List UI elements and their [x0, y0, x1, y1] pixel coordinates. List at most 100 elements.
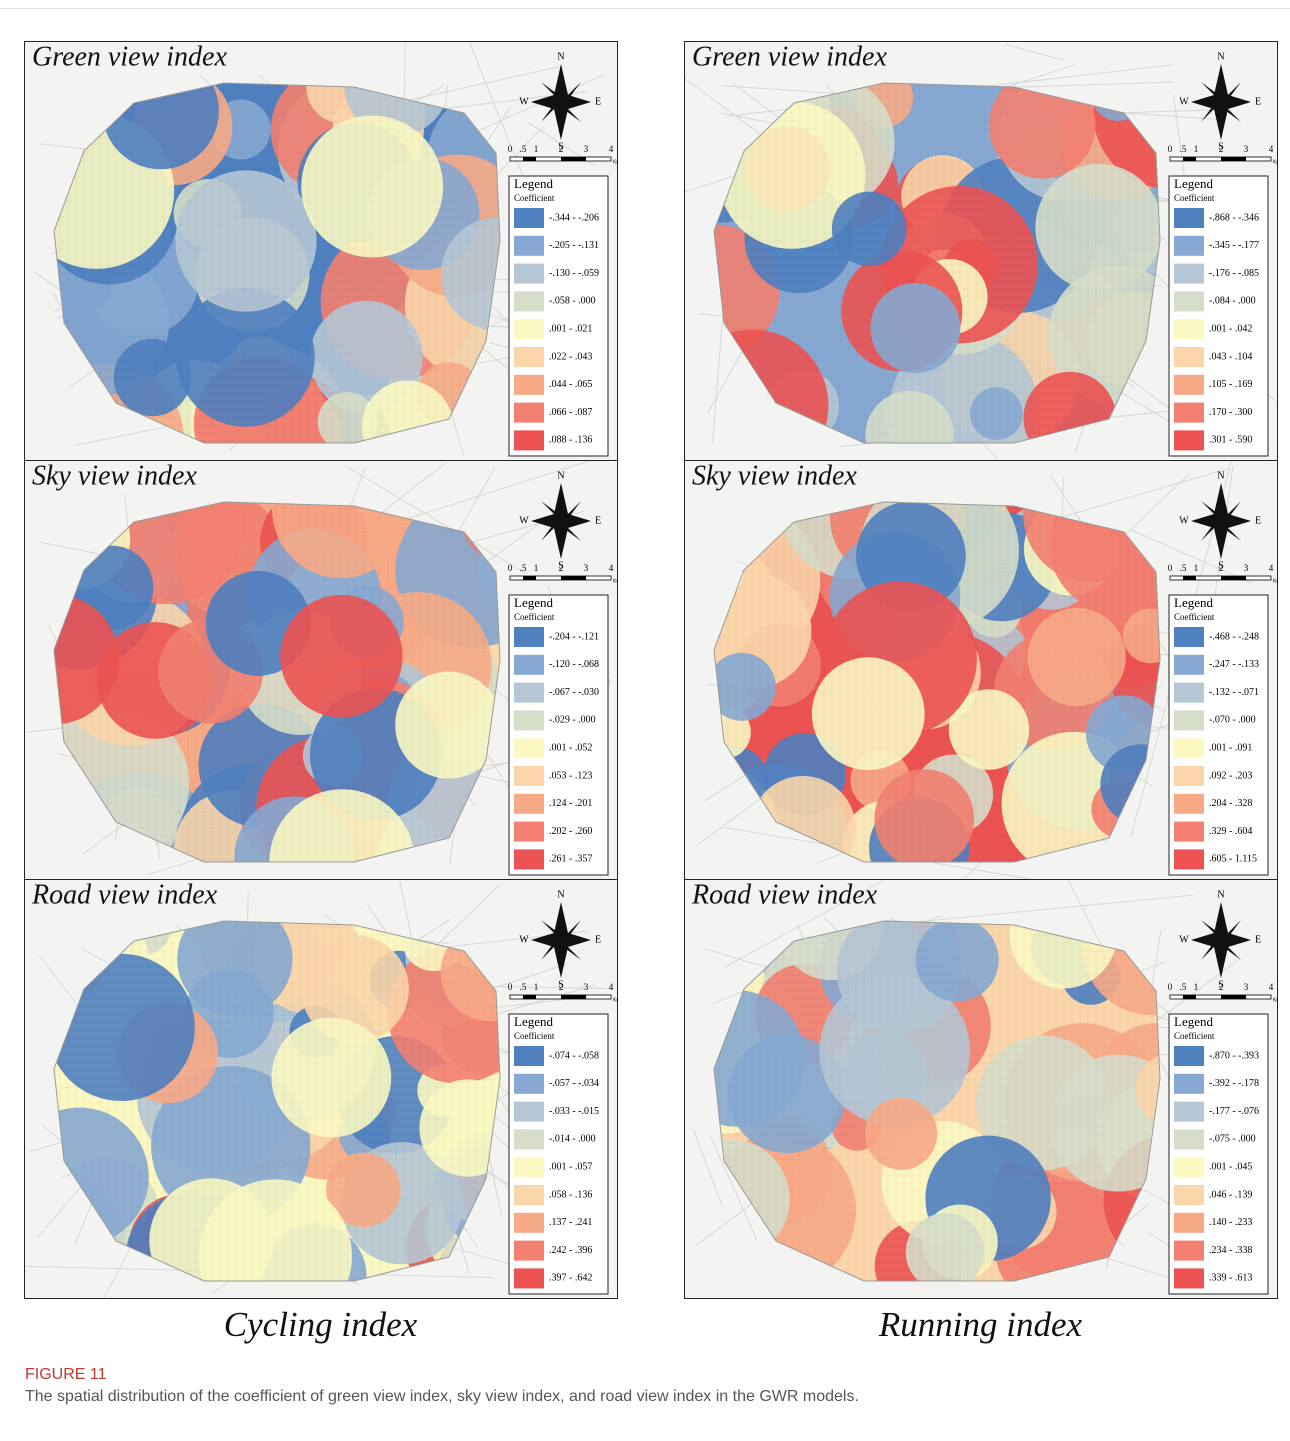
scale-bar — [523, 576, 536, 580]
legend-swatch — [1174, 655, 1204, 675]
scale-bar — [1183, 157, 1196, 161]
surface-patch — [970, 387, 1023, 440]
scale-bar — [1221, 995, 1246, 999]
scale-bar — [1183, 995, 1196, 999]
scale-label: 1 — [534, 563, 539, 573]
page: {"figure":{"columns":[ {"label":"Cycling… — [0, 0, 1290, 1441]
legend-swatch — [514, 738, 544, 758]
legend-label: .234 - .338 — [1209, 1245, 1252, 1256]
legend-label: .058 - .136 — [549, 1189, 592, 1200]
legend-label: .046 - .139 — [1209, 1189, 1252, 1200]
column-label: Running index — [684, 1305, 1277, 1345]
scale-label: .5 — [1180, 982, 1187, 992]
compass-letter: N — [557, 470, 564, 481]
legend-swatch — [514, 1074, 544, 1094]
legend-label: .044 - .065 — [549, 379, 592, 390]
compass-letter: E — [595, 96, 601, 107]
scale-bar — [523, 995, 536, 999]
figure-label: FIGURE 11 — [25, 1366, 107, 1384]
scale-label: 3 — [1244, 144, 1249, 154]
legend-swatch — [1174, 236, 1204, 256]
scale-label: 0 — [1168, 144, 1173, 154]
legend-label: .001 - .042 — [1209, 323, 1252, 334]
legend-swatch — [514, 794, 544, 814]
legend-swatch — [514, 1213, 544, 1233]
legend-title: Legend — [1174, 595, 1213, 610]
legend-swatch — [1174, 1074, 1204, 1094]
map-panel: Road view indexNSWE0.51234KmLegendCoeffi… — [24, 879, 618, 1299]
legend-label: .066 - .087 — [549, 407, 592, 418]
legend-subtitle: Coefficient — [1174, 1031, 1215, 1041]
scale-label: 4 — [609, 563, 614, 573]
compass-letter: N — [1217, 889, 1224, 900]
legend-swatch — [1174, 264, 1204, 284]
legend-swatch — [514, 1241, 544, 1261]
scale-label: .5 — [1180, 563, 1187, 573]
compass-letter: W — [519, 934, 529, 945]
legend-label: -.033 - -.015 — [549, 1106, 599, 1117]
legend-label: -.247 - -.133 — [1209, 659, 1259, 670]
scale-bar — [561, 995, 586, 999]
scale-label: 2 — [1219, 563, 1224, 573]
legend-swatch — [514, 766, 544, 786]
legend-label: .397 - .642 — [549, 1273, 592, 1284]
legend-swatch — [514, 208, 544, 228]
scale-label: 1 — [1194, 144, 1199, 154]
legend-swatch — [1174, 208, 1204, 228]
scale-label: 3 — [1244, 982, 1249, 992]
legend-label: .202 - .260 — [549, 826, 592, 837]
legend-label: .001 - .045 — [1209, 1161, 1252, 1172]
scale-label: 1 — [534, 982, 539, 992]
legend-label: .001 - .052 — [549, 742, 592, 753]
compass-letter: N — [557, 889, 564, 900]
compass-letter: N — [557, 51, 564, 62]
scale-unit: Km — [1273, 997, 1278, 1003]
legend-swatch — [1174, 1241, 1204, 1261]
legend-swatch — [514, 655, 544, 675]
compass-letter: W — [519, 515, 529, 526]
legend-label: .261 - .357 — [549, 854, 592, 865]
scale-unit: Km — [1273, 578, 1278, 584]
scale-label: 4 — [1269, 982, 1274, 992]
figure-caption: The spatial distribution of the coeffici… — [25, 1388, 859, 1406]
legend-subtitle: Coefficient — [1174, 193, 1215, 203]
panel-title: Sky view index — [692, 460, 857, 491]
panel-title: Green view index — [32, 41, 227, 72]
legend-swatch — [1174, 347, 1204, 367]
legend-swatch — [1174, 627, 1204, 647]
legend-swatch — [514, 1185, 544, 1205]
legend-swatch — [514, 264, 544, 284]
legend-label: .001 - .091 — [1209, 742, 1252, 753]
legend-swatch — [1174, 683, 1204, 703]
legend-label: -.344 - -.206 — [549, 212, 599, 223]
scale-label: 0 — [1168, 563, 1173, 573]
legend-title: Legend — [1174, 1014, 1213, 1029]
legend-label: .053 - .123 — [549, 770, 592, 781]
legend-swatch — [514, 822, 544, 842]
scale-label: 1 — [1194, 982, 1199, 992]
scale-bar — [1221, 157, 1246, 161]
surface-patch — [832, 192, 906, 266]
legend-label: -.084 - .000 — [1209, 296, 1256, 307]
legend-label: -.067 - -.030 — [549, 687, 599, 698]
compass-letter: E — [595, 515, 601, 526]
panel-title: Sky view index — [32, 460, 197, 491]
map-panel: Green view indexNSWE0.51234KmLegendCoeff… — [24, 41, 618, 461]
scale-label: 3 — [584, 982, 589, 992]
legend-swatch — [1174, 1268, 1204, 1288]
legend-swatch — [514, 291, 544, 311]
scale-bar — [523, 157, 536, 161]
map-panel: Sky view indexNSWE0.51234KmLegendCoeffic… — [684, 460, 1278, 880]
map-panel: Road view indexNSWE0.51234KmLegendCoeffi… — [684, 879, 1278, 1299]
legend-swatch — [514, 1157, 544, 1177]
legend-swatch — [1174, 849, 1204, 869]
legend-swatch — [514, 849, 544, 869]
legend-swatch — [1174, 375, 1204, 395]
legend-swatch — [1174, 738, 1204, 758]
surface-patch — [280, 595, 402, 717]
column-label: Cycling index — [24, 1305, 617, 1345]
scale-unit: Km — [613, 578, 618, 584]
scale-label: 4 — [609, 982, 614, 992]
legend-swatch — [514, 683, 544, 703]
legend-label: -.058 - .000 — [549, 296, 596, 307]
